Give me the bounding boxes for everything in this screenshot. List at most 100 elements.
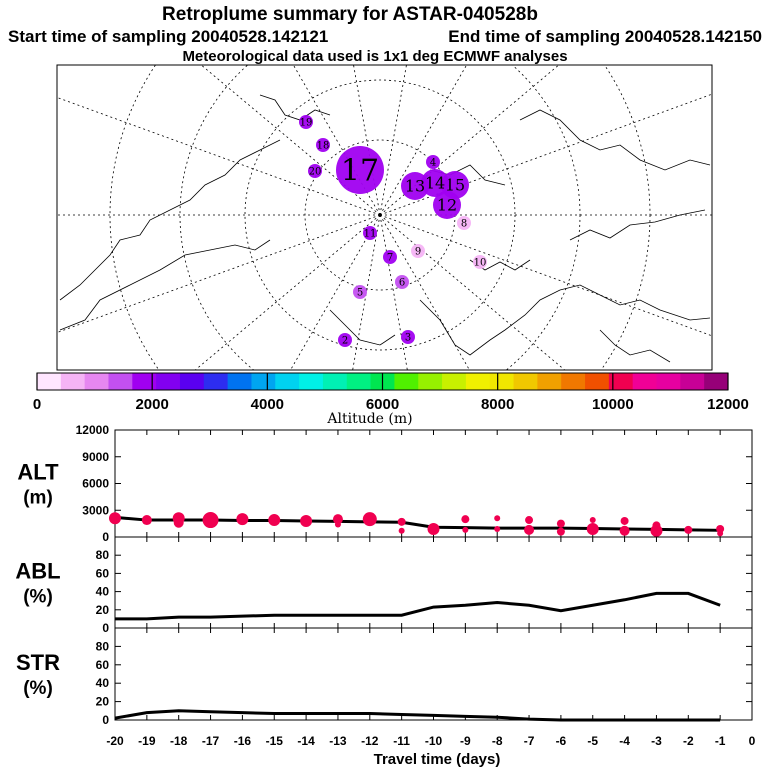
bubble-label: 11 (364, 229, 377, 240)
colorbar-label: Altitude (m) (326, 411, 412, 427)
panel-frame (114, 627, 753, 721)
panel-ylabel: ALT (17, 460, 59, 485)
alt-point (461, 515, 470, 524)
alt-point (620, 516, 629, 525)
alt-point (332, 514, 343, 525)
alt-point (494, 525, 501, 532)
meridian-line (379, 214, 408, 370)
alt-point (141, 515, 152, 526)
y-tick-label: 80 (96, 548, 110, 562)
x-tick-label: -5 (587, 734, 598, 748)
x-tick-label: -6 (556, 734, 567, 748)
bubble-label: 10 (474, 258, 487, 269)
colorbar-swatch (585, 373, 610, 390)
bubble-5 (353, 285, 367, 299)
colorbar-tick-label: 2000 (135, 396, 168, 413)
colorbar-swatch (537, 373, 562, 390)
colorbar-swatch (37, 373, 62, 390)
bubble-2 (338, 333, 352, 347)
colorbar-tick-label: 12000 (707, 396, 749, 413)
y-tick-label: 60 (96, 658, 110, 672)
panel-ylabel-unit: (%) (23, 678, 53, 699)
colorbar-swatch (346, 373, 371, 390)
colorbar-swatch (132, 373, 157, 390)
x-tick-label: -20 (106, 734, 124, 748)
colorbar-swatch (84, 373, 109, 390)
alt-point (173, 517, 184, 528)
bubble-label: 13 (405, 177, 425, 196)
bubble-label: 12 (437, 196, 457, 215)
bubble-20 (308, 164, 322, 178)
x-tick-label: -12 (361, 734, 379, 748)
alt-point (589, 517, 596, 524)
colorbar-swatch (608, 373, 634, 390)
coastline (59, 239, 271, 331)
colorbar-swatch (632, 373, 657, 390)
bubble-label: 3 (405, 333, 411, 344)
bubble-label: 20 (309, 167, 322, 178)
colorbar-swatch (108, 373, 133, 390)
alt-point (462, 526, 469, 533)
alt-point (494, 515, 501, 522)
y-tick-label: 3000 (82, 503, 109, 517)
alt-point (684, 525, 693, 534)
bubble-7 (383, 250, 397, 264)
colorbar-swatch (156, 373, 181, 390)
colorbar-swatch (656, 373, 681, 390)
panel-ylabel-unit: (%) (23, 587, 53, 608)
coastline (419, 284, 711, 356)
x-tick-label: -11 (393, 734, 410, 748)
alt-panel: 12000 9000 6000 3000 0 ALT (m) (17, 423, 753, 544)
colorbar-tick-label: 10000 (592, 396, 634, 413)
bubble-label: 8 (461, 219, 467, 230)
panel-ylabel: ABL (15, 559, 60, 584)
bubble-4 (426, 155, 440, 169)
meridian-line (290, 214, 381, 370)
alt-point (236, 513, 249, 526)
alt-point (717, 530, 724, 537)
abl-panel: 80 60 40 20 0 ABL (%) (15, 536, 753, 635)
alt-point (716, 524, 725, 533)
bubble-6 (395, 275, 409, 289)
bubble-label: 5 (357, 288, 363, 299)
x-tick-label: -3 (651, 734, 662, 748)
y-tick-label: 80 (96, 639, 110, 653)
colorbar-swatch (394, 373, 419, 390)
x-tick-label: -16 (234, 734, 252, 748)
colorbar-tick-label: 8000 (481, 396, 514, 413)
altitude-colorbar: 0 2000 4000 6000 8000 10000 12000 (33, 372, 749, 413)
panel-frame (114, 536, 753, 629)
colorbar-swatch (275, 373, 300, 390)
panel-ylabel: STR (16, 650, 60, 675)
y-tick-label: 40 (96, 676, 110, 690)
bubble-10 (473, 255, 487, 269)
figure-title: Retroplume summary for ASTAR-040528b (162, 4, 538, 25)
x-tick-label: -2 (683, 734, 694, 748)
x-tick-label: -13 (329, 734, 347, 748)
colorbar-swatch (418, 373, 443, 390)
bubble-11 (363, 226, 377, 240)
str-line (114, 709, 721, 722)
meridian-line (352, 214, 381, 370)
start-time-label: Start time of sampling 20040528.142121 (8, 27, 328, 46)
alt-point (202, 512, 219, 529)
bubble-9 (411, 244, 425, 258)
alt-point (398, 527, 405, 534)
colorbar-swatch (489, 373, 514, 390)
bubble-3 (401, 330, 415, 344)
bubble-19 (299, 115, 313, 129)
colorbar-swatch (227, 373, 252, 390)
meridian-line (200, 65, 381, 216)
x-tick-label: -18 (170, 734, 188, 748)
colorbar-swatch (513, 373, 538, 390)
colorbar-tick-label: 4000 (251, 396, 284, 413)
y-tick-label: 12000 (76, 423, 110, 437)
coastline (569, 209, 706, 241)
y-tick-label: 0 (102, 621, 109, 635)
x-tick-label: -9 (460, 734, 471, 748)
bubble-label: 7 (387, 253, 393, 264)
meridian-line (194, 214, 381, 370)
y-tick-label: 6000 (82, 477, 109, 491)
